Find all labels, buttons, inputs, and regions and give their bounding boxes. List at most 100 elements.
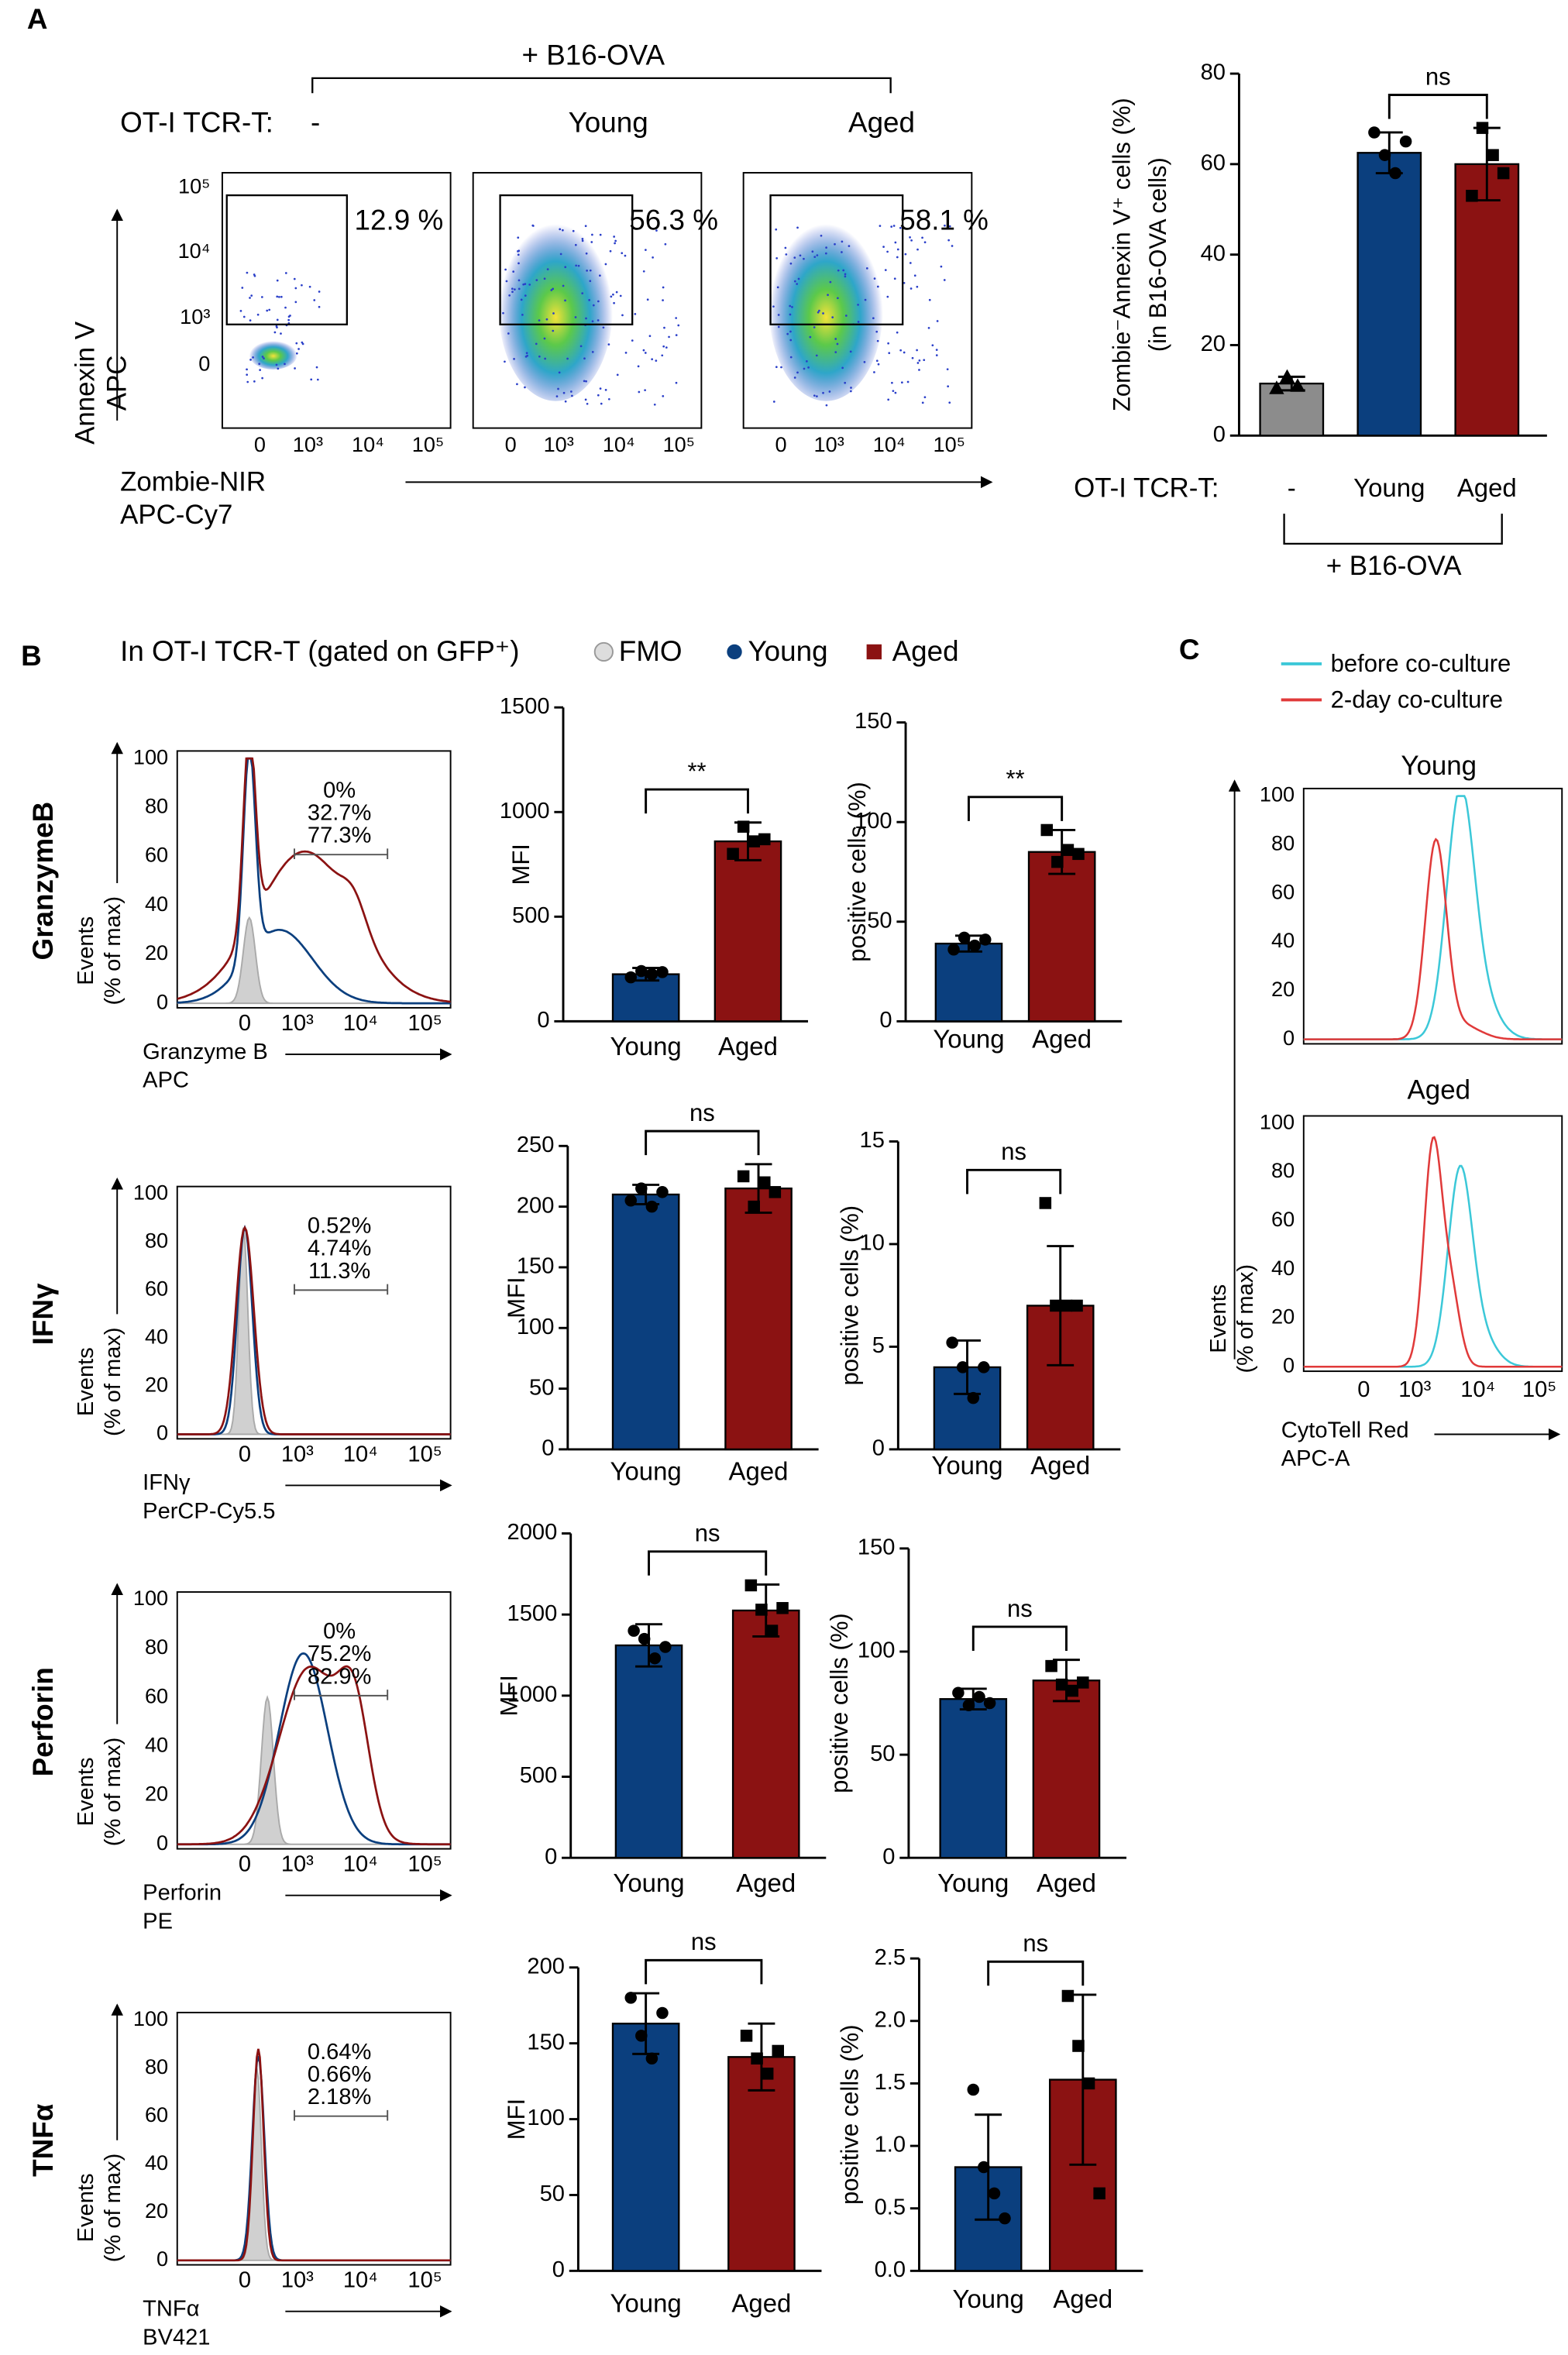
event-dot: [525, 352, 528, 355]
event-dot: [287, 318, 291, 321]
event-dot: [910, 239, 913, 242]
event-dot: [297, 348, 300, 350]
data-point: [1039, 1197, 1052, 1209]
event-dot: [258, 363, 261, 366]
data-point: [772, 2044, 784, 2058]
event-dot: [796, 226, 799, 229]
y-tick-label: 0: [156, 989, 168, 1013]
y-tick-label: 100: [133, 1586, 168, 1610]
y-tick-label: 20: [145, 1373, 168, 1397]
event-dot: [315, 366, 318, 369]
panel-title: Young: [1401, 751, 1477, 781]
x-tick-label: 10⁵: [407, 1852, 442, 1877]
y-axis-label: positive cells (%): [836, 2024, 863, 2205]
data-point: [1269, 380, 1284, 394]
event-dot: [662, 299, 664, 301]
event-dot: [504, 360, 506, 363]
event-dot: [505, 280, 508, 283]
data-point: [967, 2083, 980, 2096]
y-axis-label: (% of max): [101, 896, 126, 1006]
bar: [1259, 382, 1325, 437]
data-point: [999, 2212, 1011, 2225]
event-dot: [284, 272, 287, 274]
x-tick-label: Aged: [1457, 473, 1517, 502]
event-dot: [607, 397, 610, 401]
gate-percent: 11.3%: [308, 1259, 370, 1284]
event-dot: [597, 394, 600, 397]
y-tick-label: 100: [133, 1180, 168, 1204]
y-tick-label: 150: [527, 2030, 565, 2054]
event-dot: [803, 367, 806, 370]
histogram-curve: [177, 757, 451, 1005]
data-point: [947, 944, 960, 956]
x-axis-label: Granzyme B: [143, 1040, 268, 1064]
y-axis-label: APC: [101, 356, 132, 411]
histogram-curve: [177, 1665, 451, 1846]
event-dot: [872, 317, 875, 320]
event-dot: [613, 236, 616, 238]
event-dot: [295, 342, 298, 345]
event-dot: [263, 357, 265, 359]
label: OT-I TCR-T:: [120, 107, 273, 139]
y-axis-label: MFI: [507, 844, 535, 885]
event-dot: [535, 342, 538, 346]
event-dot: [813, 326, 816, 328]
legend-swatch: [593, 641, 614, 662]
x-axis-label: APC-Cy7: [120, 500, 232, 530]
y-tick-label: 5: [872, 1333, 885, 1358]
event-dot: [904, 253, 907, 256]
x-tick-label: 10⁴: [343, 1442, 378, 1466]
data-point: [1389, 167, 1401, 180]
histogram-curve: [1303, 1164, 1563, 1368]
y-axis-label: Events: [74, 1757, 98, 1826]
event-dot: [662, 286, 665, 289]
event-dot: [651, 358, 654, 361]
y-tick-label: 60: [1201, 151, 1226, 176]
x-tick-label: 10⁵: [407, 1011, 442, 1036]
data-point: [776, 1602, 789, 1614]
x-tick-label: 10⁴: [1460, 1377, 1495, 1402]
y-tick-label: 40: [1201, 241, 1226, 266]
y-tick-label: 150: [517, 1254, 555, 1279]
event-dot: [813, 256, 817, 259]
significance-bracket: [966, 1168, 1062, 1195]
event-dot: [834, 242, 836, 246]
data-point: [958, 931, 971, 944]
event-dot: [574, 243, 577, 246]
event-dot: [873, 371, 875, 373]
condition-label: Aged: [848, 107, 915, 139]
panel-label: B: [21, 640, 42, 672]
x-axis-label: CytoTell Red: [1281, 1418, 1409, 1442]
event-dot: [624, 352, 628, 354]
data-point: [1476, 122, 1489, 134]
significance-bracket: [1387, 94, 1488, 119]
y-axis-label: (% of max): [1233, 1264, 1258, 1373]
x-tick-label: Young: [931, 1451, 1002, 1480]
event-dot: [892, 225, 896, 227]
event-dot: [275, 325, 278, 328]
event-dot: [514, 288, 516, 291]
plot-frame: [176, 1591, 452, 1850]
event-dot: [520, 298, 523, 301]
significance-bracket: [645, 1958, 763, 1985]
event-dot: [273, 331, 277, 334]
event-dot: [906, 380, 910, 383]
event-dot: [844, 315, 848, 317]
event-dot: [882, 246, 885, 248]
label: In OT-I TCR-T (gated on GFP⁺): [120, 635, 519, 667]
event-dot: [572, 229, 575, 232]
event-dot: [903, 281, 906, 284]
event-dot: [646, 298, 649, 301]
event-dot: [585, 252, 588, 255]
event-dot: [825, 246, 827, 249]
gate-percent: 12.9 %: [355, 205, 444, 236]
event-dot: [559, 253, 562, 256]
row-label: GranzymeB: [27, 802, 59, 961]
y-tick-label: 0: [156, 2247, 168, 2271]
y-tick-label: 0: [1283, 1026, 1295, 1050]
event-dot: [583, 357, 586, 360]
event-dot: [518, 279, 521, 282]
event-dot: [940, 265, 943, 268]
event-dot: [624, 254, 627, 257]
event-dot: [546, 268, 549, 270]
